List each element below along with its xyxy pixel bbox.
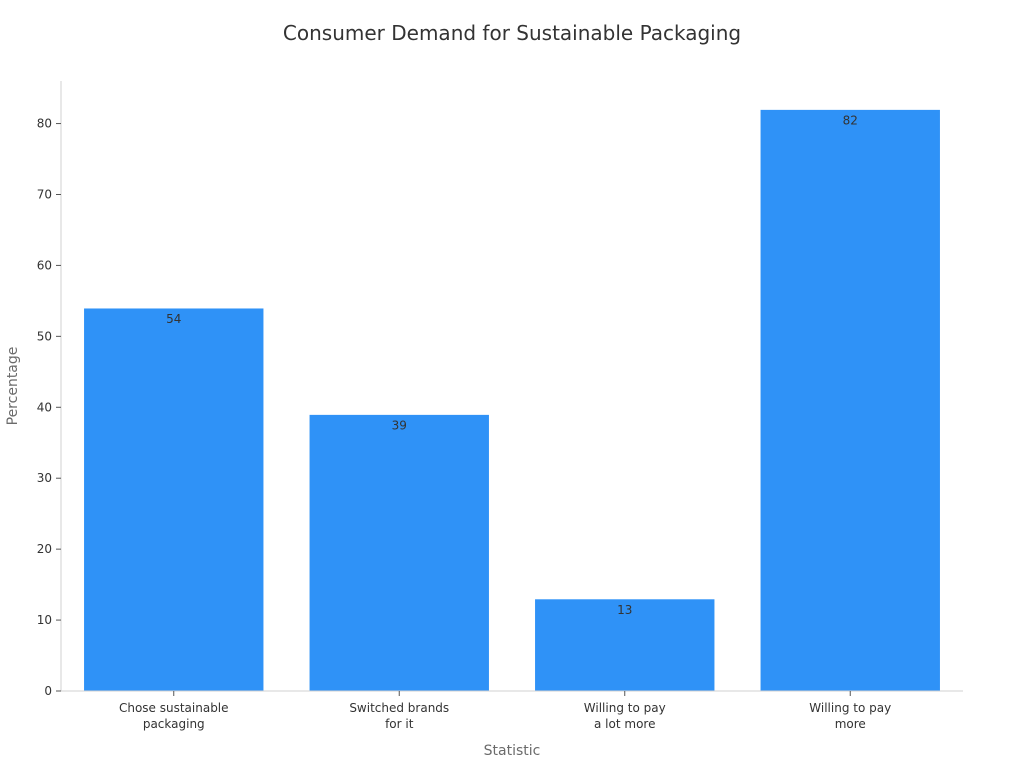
y-tick-label: 30 (37, 471, 52, 485)
y-axis-title: Percentage (5, 347, 21, 426)
plot-area: 54 39 13 82 0 10 20 30 40 50 60 70 80 Chose sustainab… (37, 81, 963, 731)
y-tick-label: 0 (44, 684, 52, 698)
x-tick-label: Chose sustainable packaging (119, 701, 229, 731)
bar (308, 413, 490, 692)
bar (83, 307, 265, 692)
y-tick-label: 80 (37, 117, 52, 131)
y-tick-label: 10 (37, 613, 52, 627)
x-tick-label: Willing to pay more (809, 701, 891, 731)
y-tick-label: 50 (37, 329, 52, 343)
bar-value-label: 82 (843, 113, 858, 127)
bar-value-label: 13 (617, 603, 632, 617)
y-tick-label: 70 (37, 187, 52, 201)
x-tick-label: Switched brands for it (349, 701, 449, 731)
bar-value-label: 39 (392, 418, 407, 432)
x-tick-label: Willing to pay a lot more (584, 701, 666, 731)
bar (534, 598, 716, 692)
y-tick-label: 60 (37, 258, 52, 272)
bar-value-label: 54 (166, 312, 181, 326)
chart-title: Consumer Demand for Sustainable Packagin… (283, 21, 741, 45)
bar (759, 108, 941, 692)
x-axis-title: Statistic (484, 743, 541, 759)
y-tick-label: 20 (37, 542, 52, 556)
y-tick-label: 40 (37, 400, 52, 414)
